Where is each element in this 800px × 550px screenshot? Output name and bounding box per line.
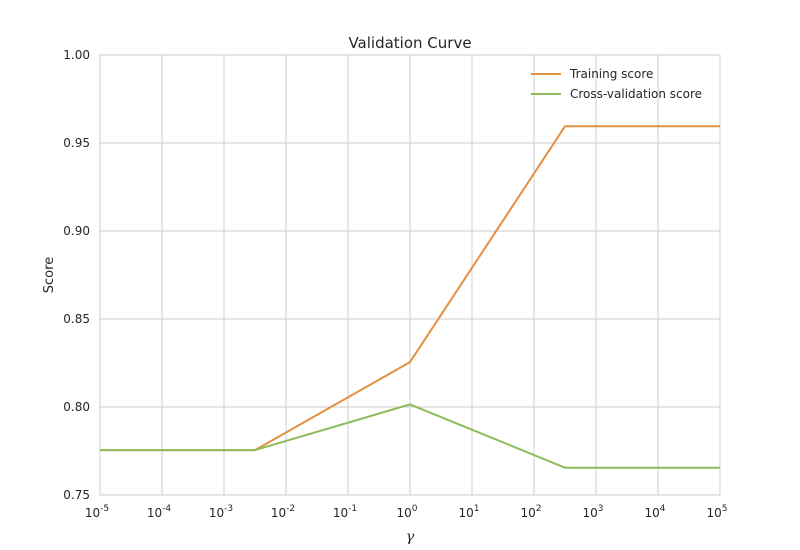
x-tick-label: 101 xyxy=(458,504,479,520)
y-tick-label: 0.95 xyxy=(63,136,90,150)
legend: Training score Cross-validation score xyxy=(531,67,702,101)
x-axis-ticks: 10-5 10-4 10-3 10-2 10-1 100 101 102 103 104 105 xyxy=(85,504,728,520)
x-axis-label: γ xyxy=(406,529,415,545)
x-tick-label: 10-4 xyxy=(147,504,172,520)
x-tick-label: 10-5 xyxy=(85,504,109,520)
x-tick-label: 105 xyxy=(706,504,727,520)
x-tick-label: 104 xyxy=(644,504,665,520)
y-tick-label: 0.85 xyxy=(63,312,90,326)
y-axis-label: Score xyxy=(42,257,57,293)
x-tick-label: 102 xyxy=(520,504,541,520)
series-lines xyxy=(100,125,720,469)
y-tick-label: 0.75 xyxy=(63,488,90,502)
chart-title: Validation Curve xyxy=(348,34,471,52)
y-axis-ticks: 0.75 0.80 0.85 0.90 0.95 1.00 xyxy=(63,48,90,502)
x-tick-label: 10-2 xyxy=(271,504,295,520)
legend-label-cross-validation: Cross-validation score xyxy=(570,87,702,101)
x-tick-label: 10-1 xyxy=(333,504,357,520)
y-tick-label: 0.90 xyxy=(63,224,90,238)
x-tick-label: 10-3 xyxy=(209,504,233,520)
y-tick-label: 0.80 xyxy=(63,400,90,414)
grid xyxy=(99,54,721,496)
x-tick-label: 100 xyxy=(396,504,417,520)
plot-frame xyxy=(99,54,721,496)
series-line-cross-validation xyxy=(100,403,720,469)
legend-label-training: Training score xyxy=(569,67,653,81)
x-tick-label: 103 xyxy=(582,504,603,520)
y-tick-label: 1.00 xyxy=(63,48,90,62)
